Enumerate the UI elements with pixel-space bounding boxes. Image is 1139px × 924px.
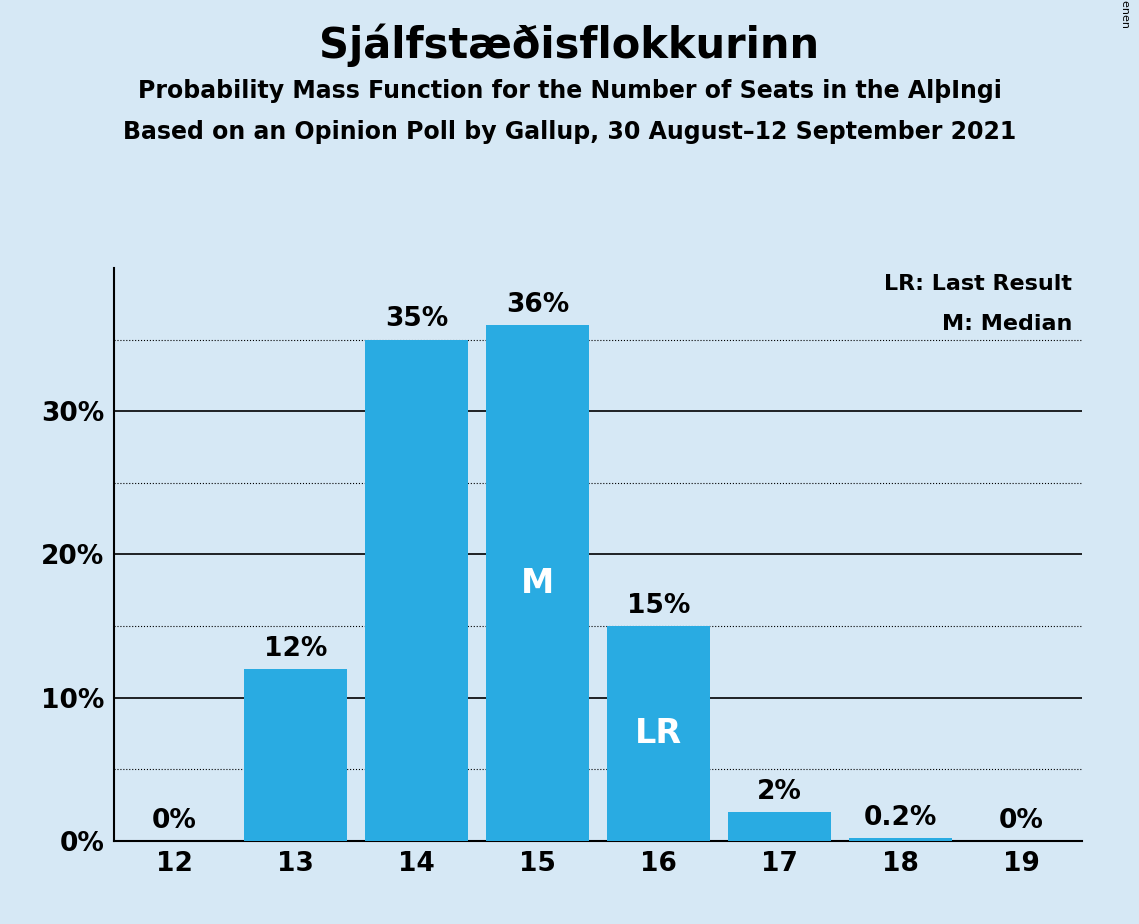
Bar xyxy=(244,669,347,841)
Bar xyxy=(486,325,589,841)
Bar xyxy=(728,812,831,841)
Text: 0%: 0% xyxy=(151,808,197,833)
Text: LR: LR xyxy=(634,717,682,750)
Text: Based on an Opinion Poll by Gallup, 30 August–12 September 2021: Based on an Opinion Poll by Gallup, 30 A… xyxy=(123,120,1016,144)
Bar xyxy=(849,838,952,841)
Text: 35%: 35% xyxy=(385,307,448,333)
Text: Sjálfstæðisflokkurinn: Sjálfstæðisflokkurinn xyxy=(319,23,820,67)
Bar xyxy=(607,626,710,841)
Text: 0.2%: 0.2% xyxy=(863,805,937,831)
Text: © 2021 Filip van Laenen: © 2021 Filip van Laenen xyxy=(1120,0,1130,28)
Text: 12%: 12% xyxy=(264,636,327,662)
Text: 15%: 15% xyxy=(626,593,690,619)
Text: LR: Last Result: LR: Last Result xyxy=(884,274,1073,294)
Text: 0%: 0% xyxy=(999,808,1044,833)
Text: Probability Mass Function for the Number of Seats in the AlþIngi: Probability Mass Function for the Number… xyxy=(138,79,1001,103)
Text: 2%: 2% xyxy=(757,779,802,805)
Text: M: Median: M: Median xyxy=(942,314,1073,334)
Text: M: M xyxy=(521,566,554,600)
Bar xyxy=(364,339,468,841)
Text: 36%: 36% xyxy=(506,292,570,318)
